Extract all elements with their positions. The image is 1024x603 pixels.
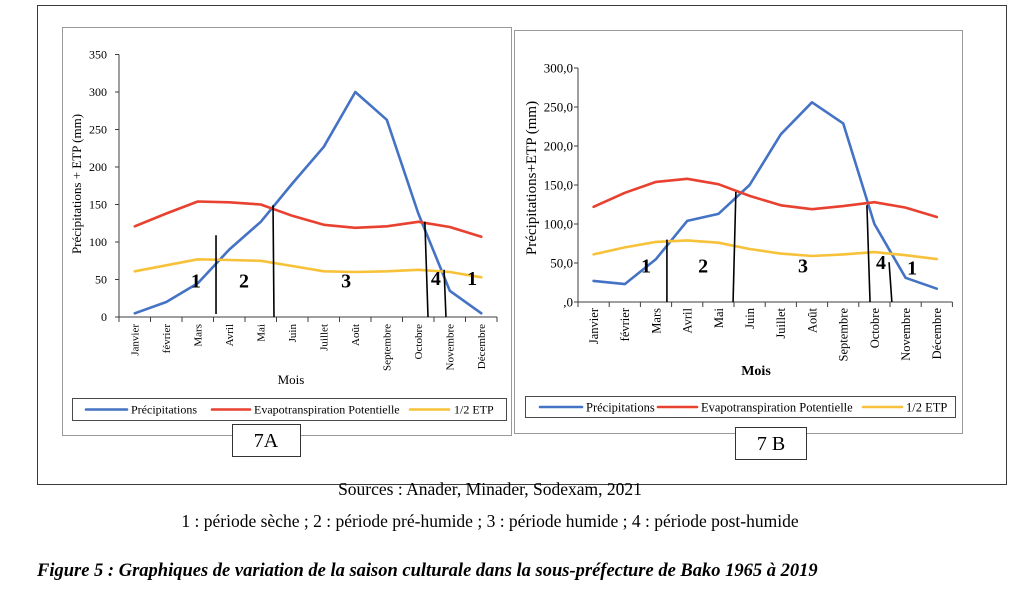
outer-frame: [37, 5, 1007, 485]
x-tick-label: février: [618, 307, 632, 341]
period-label: 3: [798, 255, 808, 277]
period-divider: [424, 221, 429, 318]
x-tick-label: Août: [350, 324, 362, 346]
x-tick-label: Avril: [224, 324, 236, 346]
x-tick-label: Octobre: [413, 324, 425, 360]
y-tick-label: 300: [89, 85, 107, 99]
panel-label-box: 7A: [232, 424, 301, 457]
panel-label-box: 7 B: [735, 427, 807, 460]
y-tick-label: 50,0: [550, 256, 573, 271]
y-axis-title: Précipitations+ETP (mm): [524, 101, 540, 255]
series-line-evapotranspiration-potentielle: [133, 200, 483, 239]
plot-area: 0 50 100 150 200 250 300 350 Janvier février Mars A…: [89, 48, 498, 371]
panel-label: 7A: [254, 430, 279, 452]
figure-canvas: Précipitations + ETP (mm) 05010015020025…: [37, 5, 1007, 485]
legend-box: [72, 398, 507, 421]
x-axis-title: Mois: [741, 364, 771, 379]
period-label: 1: [467, 268, 477, 290]
period-label: 1: [907, 258, 917, 280]
x-tick-label: Janvier: [587, 307, 601, 344]
period-label: 1: [191, 270, 201, 292]
period-label: 3: [341, 270, 351, 292]
y-tick-label: 200,0: [544, 139, 573, 154]
legend-label-half-etp: 1/2 ETP: [906, 401, 947, 415]
x-tick-label: février: [161, 324, 173, 354]
x-tick-label: Juillet: [319, 324, 331, 351]
plot-area: ,0 50,0 100,0 150,0 200,0 250,0 300,0 Janvier fé…: [544, 61, 953, 362]
legend-box: [525, 396, 956, 418]
x-tick-label: Août: [805, 307, 819, 333]
x-tick-label: Mai: [256, 324, 268, 342]
series-line-precipitations: [592, 101, 939, 291]
legend: Précipitations Evapotranspiration Potent…: [72, 398, 507, 421]
y-tick-label: 50: [95, 273, 107, 287]
period-label: 2: [239, 270, 249, 292]
x-tick-label: Novembre: [445, 324, 457, 371]
y-axis-title: Précipitations + ETP (mm): [69, 114, 84, 254]
period-label: 4: [876, 252, 886, 274]
period-divider: [443, 269, 447, 318]
x-tick-label: Juin: [743, 307, 757, 329]
x-tick-label: Décembre: [476, 324, 488, 369]
y-tick-label: 300,0: [544, 61, 573, 76]
period-divider: [888, 262, 893, 303]
period-label: 4: [431, 268, 441, 290]
period-label: 2: [698, 255, 708, 277]
panel-label-frame: [232, 424, 301, 457]
series-line-evapotranspiration-potentielle: [592, 177, 939, 219]
figure-sources: Sources : Anader, Minader, Sodexam, 2021: [338, 479, 642, 499]
panel-label-frame: [735, 427, 807, 460]
y-tick-label: 100,0: [544, 217, 573, 232]
x-tick-label: Juillet: [774, 307, 788, 338]
chart-7b: Précipitations+ETP (mm) ,0 50,0 100,0 150,0…: [514, 30, 963, 460]
x-tick-label: Avril: [681, 307, 695, 333]
chart-7a: Précipitations + ETP (mm) 0 50 100 150 200 25…: [62, 27, 512, 457]
chart-panel: [62, 27, 512, 436]
panel-label: 7 B: [757, 433, 785, 455]
figure-caption: Figure 5 : Graphiques de variation de la…: [37, 561, 818, 581]
x-tick-label: Juin: [287, 324, 299, 343]
legend-label-half-etp: 1/2 ETP: [454, 403, 494, 417]
y-tick-label: 350: [89, 48, 107, 62]
legend-label-etp: Evapotranspiration Potentielle: [254, 403, 400, 417]
x-tick-label: Septembre: [837, 308, 851, 362]
chart-panel: [514, 30, 963, 434]
period-divider: [272, 205, 275, 318]
x-tick-label: Mars: [193, 324, 205, 347]
legend: Précipitations Evapotranspiration Potent…: [525, 396, 956, 418]
period-divider: [866, 205, 871, 303]
period-key: 1 : période sèche ; 2 : période pré-humi…: [181, 511, 799, 531]
legend-label-precipitations: Précipitations: [586, 401, 655, 415]
period-divider: [732, 191, 737, 303]
y-tick-label: 0: [101, 310, 107, 324]
y-tick-label: 200: [89, 160, 107, 174]
x-tick-label: Décembre: [930, 308, 944, 360]
y-tick-label: 250,0: [544, 100, 573, 115]
x-tick-label: Janvier: [130, 324, 142, 356]
legend-label-precipitations: Précipitations: [131, 403, 197, 417]
series-line-1-2-etp: [592, 239, 939, 261]
series-line-1-2-etp: [133, 257, 483, 279]
y-tick-label: 150,0: [544, 178, 573, 193]
x-tick-label: Octobre: [868, 308, 882, 349]
period-label: 1: [641, 255, 651, 277]
y-tick-label: 100: [89, 235, 107, 249]
y-tick-label: ,0: [563, 295, 573, 310]
y-tick-label: 250: [89, 123, 107, 137]
x-tick-label: Septembre: [382, 324, 394, 371]
legend-label-etp: Evapotranspiration Potentielle: [701, 401, 853, 415]
x-tick-label: Mai: [712, 307, 726, 328]
x-tick-label: Mars: [649, 308, 663, 334]
series-line-precipitations: [133, 90, 483, 315]
x-axis-title: Mois: [278, 372, 305, 387]
x-tick-label: Novembre: [899, 308, 913, 361]
y-tick-label: 150: [89, 198, 107, 212]
